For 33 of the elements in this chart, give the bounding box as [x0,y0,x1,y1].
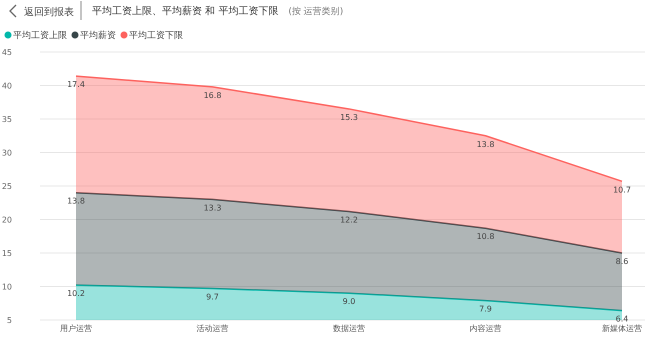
legend-label: 平均工资下限 [129,30,183,41]
data-label: 7.9 [479,304,492,314]
data-label: 10.7 [613,185,631,194]
y-tick-label: 5 [6,316,12,325]
y-tick-label: 25 [2,182,12,191]
y-tick-label: 30 [2,148,12,158]
data-label: 16.8 [204,90,222,100]
x-tick-label: 数据运营 [333,324,365,333]
data-label: 17.4 [67,80,85,90]
x-tick-label: 用户运营 [60,324,92,333]
data-label: 15.3 [340,112,358,122]
data-label: 10.8 [476,232,494,242]
y-tick-label: 35 [2,115,12,124]
x-tick-label: 新媒体运营 [602,324,642,333]
data-label: 13.8 [476,140,494,149]
x-tick-label: 活动运营 [196,324,228,333]
data-label: 8.6 [616,257,628,266]
y-tick-label: 45 [2,48,12,57]
chart-title: 平均工资上限、平均薪资 和 平均工资下限 [92,5,278,17]
data-label: 13.3 [204,203,222,212]
legend-label: 平均薪资 [80,30,116,41]
data-label: 9.0 [342,297,356,306]
chart-subtitle: (按 运营类别) [288,6,344,17]
legend-label: 平均工资上限 [13,30,67,41]
x-tick-label: 内容运营 [470,324,502,333]
y-tick-label: 20 [2,216,12,224]
y-tick-label: 15 [2,249,12,258]
text: 返回到报表 [24,6,74,18]
y-tick-label: 10 [2,282,12,292]
data-label: 6.4 [616,314,628,324]
data-label: 12.2 [340,215,358,224]
y-tick-label: 40 [2,82,12,90]
data-label: 9.7 [206,292,219,302]
